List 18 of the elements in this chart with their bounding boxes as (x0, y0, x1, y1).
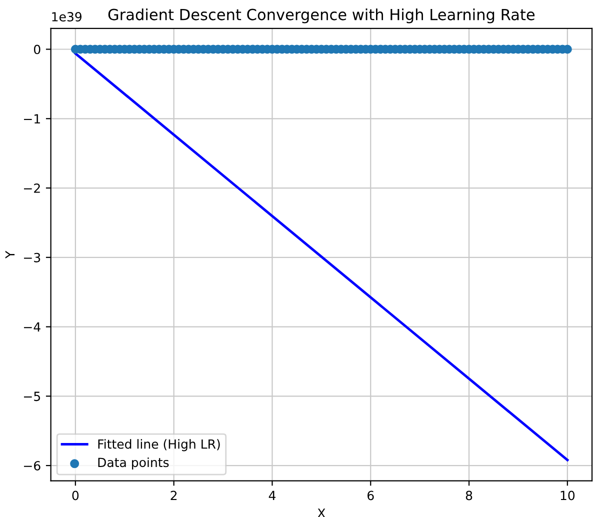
x-tick-label: 10 (560, 490, 575, 500)
legend-label: Data points (98, 457, 169, 470)
y-tick-label: −4 (24, 322, 40, 332)
legend-label: Fitted line (High LR) (98, 439, 220, 452)
y-tick-label: 0 (34, 44, 40, 54)
y-tick-label: −5 (24, 392, 40, 402)
y-tick-label: −3 (24, 252, 40, 262)
x-tick-label: 6 (368, 490, 374, 500)
text: 1e39 (52, 12, 82, 22)
y-tick-label: −6 (24, 461, 40, 470)
y-axis-title: Y (5, 250, 15, 258)
x-tick-label: 2 (170, 490, 177, 500)
x-tick-label: 8 (466, 490, 472, 500)
x-tick-label: 0 (72, 490, 79, 500)
y-tick-label: −1 (24, 114, 40, 124)
y-tick-label: −2 (24, 183, 40, 193)
chart-title: Gradient Descent Convergence with High Learning Rate (108, 8, 535, 24)
x-tick-label: 4 (268, 490, 276, 500)
